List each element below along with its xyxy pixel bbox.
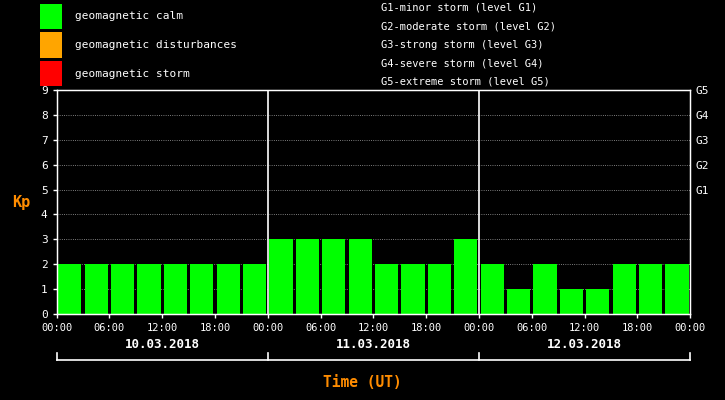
Text: Time (UT): Time (UT) <box>323 375 402 390</box>
Text: geomagnetic storm: geomagnetic storm <box>75 69 189 79</box>
Bar <box>40 32 62 58</box>
Bar <box>243 264 266 314</box>
Bar <box>587 289 610 314</box>
Bar <box>111 264 134 314</box>
Text: 10.03.2018: 10.03.2018 <box>125 338 199 351</box>
Text: geomagnetic calm: geomagnetic calm <box>75 11 183 21</box>
Bar <box>534 264 557 314</box>
Text: G1-minor storm (level G1): G1-minor storm (level G1) <box>381 3 537 13</box>
Text: G4-severe storm (level G4): G4-severe storm (level G4) <box>381 58 543 68</box>
Text: G5-extreme storm (level G5): G5-extreme storm (level G5) <box>381 76 550 86</box>
Bar <box>322 239 345 314</box>
Bar <box>137 264 160 314</box>
Bar <box>560 289 583 314</box>
Text: G3-strong storm (level G3): G3-strong storm (level G3) <box>381 40 543 50</box>
Text: G2-moderate storm (level G2): G2-moderate storm (level G2) <box>381 21 555 31</box>
Bar <box>666 264 689 314</box>
Bar <box>507 289 530 314</box>
Bar <box>402 264 425 314</box>
Bar <box>454 239 477 314</box>
Bar <box>481 264 504 314</box>
Bar <box>296 239 319 314</box>
Bar <box>190 264 213 314</box>
Text: 11.03.2018: 11.03.2018 <box>336 338 411 351</box>
Bar <box>217 264 240 314</box>
Bar <box>164 264 187 314</box>
Text: Kp: Kp <box>12 194 31 210</box>
Bar <box>428 264 451 314</box>
Bar <box>40 61 62 86</box>
Bar <box>349 239 372 314</box>
Bar <box>639 264 662 314</box>
Bar <box>375 264 398 314</box>
Bar <box>613 264 636 314</box>
Bar <box>40 4 62 29</box>
Text: 12.03.2018: 12.03.2018 <box>547 338 622 351</box>
Bar <box>270 239 293 314</box>
Bar <box>58 264 81 314</box>
Text: geomagnetic disturbances: geomagnetic disturbances <box>75 40 236 50</box>
Bar <box>85 264 108 314</box>
